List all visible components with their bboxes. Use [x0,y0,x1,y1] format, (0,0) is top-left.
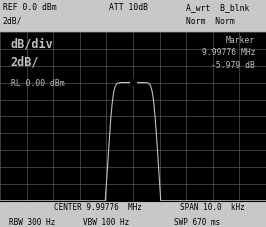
Text: 2dB/: 2dB/ [11,56,39,69]
Text: SWP 670 ms: SWP 670 ms [174,217,220,225]
Text: ATT 10dB: ATT 10dB [109,3,148,12]
Text: SPAN 10.0  kHz: SPAN 10.0 kHz [180,202,245,211]
Text: A_wrt  B_blnk: A_wrt B_blnk [186,3,250,12]
Text: VBW 100 Hz: VBW 100 Hz [83,217,130,225]
Text: REF 0.0 dBm: REF 0.0 dBm [3,3,56,12]
Text: Norm  Norm: Norm Norm [186,17,235,25]
Text: RBW 300 Hz: RBW 300 Hz [9,217,55,225]
Text: 9.99776 MHz: 9.99776 MHz [202,48,255,57]
Text: 2dB/: 2dB/ [3,17,22,25]
Text: Marker: Marker [226,35,255,44]
Text: RL 0.00 dBm: RL 0.00 dBm [11,79,64,88]
Text: dB/div: dB/div [11,37,53,50]
Text: CENTER 9.99776  MHz: CENTER 9.99776 MHz [55,202,142,211]
Text: -5.979 dB: -5.979 dB [211,61,255,70]
